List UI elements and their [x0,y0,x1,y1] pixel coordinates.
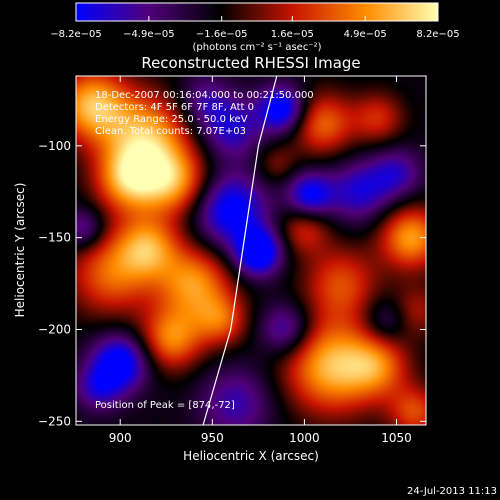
x-tick-label: 1000 [289,431,320,445]
footer-date: 24-Jul-2013 11:13 [407,486,497,497]
colorbar-tick-labels: −8.2e−05 −4.9e−05 −1.6e−05 1.6e−05 4.9e−05 8.… [50,29,459,40]
colorbar-tick-label: 4.9e−05 [344,29,387,40]
solar-limb-line [202,76,278,425]
y-tick-label: −150 [38,231,71,245]
annotation-energy-range: Energy Range: 25.0 - 50.0 keV [95,114,248,125]
colorbar-ticks [75,16,439,21]
colorbar-tick-label: −4.9e−05 [123,29,175,40]
y-tick-label: −200 [38,322,71,336]
annotation-detectors: Detectors: 4F 5F 6F 7F 8F, Att 0 [95,102,254,113]
chart-title: Reconstructed RHESSI Image [141,54,360,72]
x-tick-label: 1050 [381,431,412,445]
y-tick-label: −250 [38,414,71,428]
x-tick-label: 900 [109,431,132,445]
heatmap-image [76,76,426,425]
peak-position-label: Position of Peak = [874,-72] [95,400,235,411]
y-axis-ticks [76,145,426,422]
x-axis-ticks [119,76,398,425]
colorbar-tick-label: 1.6e−05 [271,29,314,40]
annotation-time-range: 18-Dec-2007 00:16:04.000 to 00:21:50.000 [95,90,314,101]
y-axis-tick-labels: −250 −200 −150 −100 [38,139,71,429]
colorbar-tick-label: −8.2e−05 [50,29,102,40]
annotation-total-counts: Clean. Total counts: 7.07E+03 [95,126,246,137]
x-axis-tick-labels: 900 950 1000 1050 [109,431,412,445]
y-axis-label: Heliocentric Y (arcsec) [13,183,27,318]
x-axis-label: Heliocentric X (arcsec) [183,449,319,463]
y-tick-label: −100 [38,139,71,153]
colorbar-tick-label: 8.2e−05 [416,29,459,40]
x-tick-label: 950 [201,431,224,445]
plot-frame [75,75,427,426]
colorbar-tick-label: −1.6e−05 [196,29,248,40]
colorbar [75,2,439,22]
colorbar-unit-label: (photons cm⁻² s⁻¹ asec⁻²) [192,42,321,53]
